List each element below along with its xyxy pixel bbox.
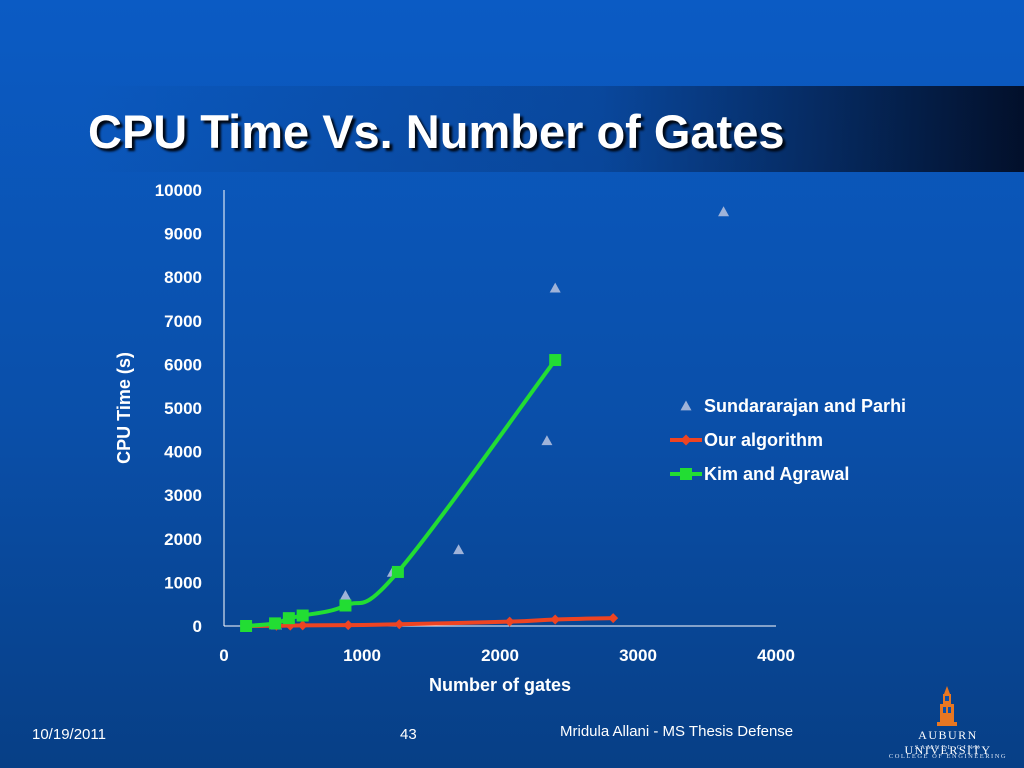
legend-label: Kim and Agrawal [704,464,849,484]
y-tick-label: 1000 [164,573,202,592]
data-point [504,616,515,627]
y-tick-label: 8000 [164,268,202,287]
legend-label: Our algorithm [704,430,823,450]
logo-name: AUBURN UNIVERSITY [904,728,992,757]
data-point [394,619,405,630]
data-point [269,617,282,630]
logo-subtitle-2: COLLEGE OF ENGINEERING [888,753,1008,760]
footer-page-number: 43 [400,726,417,743]
data-point [718,206,730,217]
x-axis-label: Number of gates [429,675,571,695]
data-point [550,614,561,625]
series-kim-and-agrawal [240,354,562,632]
x-tick-label: 3000 [619,646,657,665]
data-point [549,354,562,367]
data-point [391,565,404,578]
title-band [82,86,1024,172]
y-tick-label: 0 [193,617,202,636]
logo-subtitle-1: SAMUEL GINN [914,744,982,751]
y-tick-label: 10000 [155,181,202,200]
legend-marker [680,400,692,411]
x-tick-label: 4000 [757,646,795,665]
legend: Sundararajan and Parhi Our algorithm Kim a… [670,396,906,484]
legend-item: Kim and Agrawal [670,464,849,484]
x-tick-label: 1000 [343,646,381,665]
y-tick-label: 6000 [164,355,202,374]
axes: 0 1000 2000 3000 4000 5000 6000 7000 8000 9000 100… [114,181,795,695]
y-tick-label: 4000 [164,443,202,462]
data-point [343,620,354,631]
y-axis-label: CPU Time (s) [114,352,134,464]
data-point [549,282,561,293]
y-tick-label: 3000 [164,486,202,505]
x-tick-label: 0 [219,646,228,665]
data-point [453,544,465,555]
data-point [608,613,619,624]
series-sundararajan-and-parhi [240,206,730,631]
y-tick-label: 2000 [164,530,202,549]
tower-icon [937,686,957,726]
data-point [541,435,553,446]
y-tick-label: 7000 [164,312,202,331]
data-point [297,620,308,631]
data-point [240,620,253,632]
data-point [339,599,352,612]
footer-date: 10/19/2011 [32,726,106,743]
legend-label: Sundararajan and Parhi [704,396,906,416]
y-tick-label: 9000 [164,225,202,244]
legend-item: Sundararajan and Parhi [680,396,906,416]
footer-author: Mridula Allani - MS Thesis Defense [560,723,794,740]
legend-marker [680,434,692,446]
slide-title: CPU Time Vs. Number of Gates [88,105,785,158]
legend-item: Our algorithm [670,430,823,450]
auburn-logo: AUBURN UNIVERSITY SAMUEL GINN COLLEGE OF… [874,686,1022,764]
series-line [244,358,558,628]
data-point [282,612,295,625]
legend-marker [680,468,692,480]
data-point [296,609,309,622]
series-layer [240,206,730,632]
data-point [339,589,351,600]
x-tick-label: 2000 [481,646,519,665]
y-tick-label: 5000 [164,399,202,418]
